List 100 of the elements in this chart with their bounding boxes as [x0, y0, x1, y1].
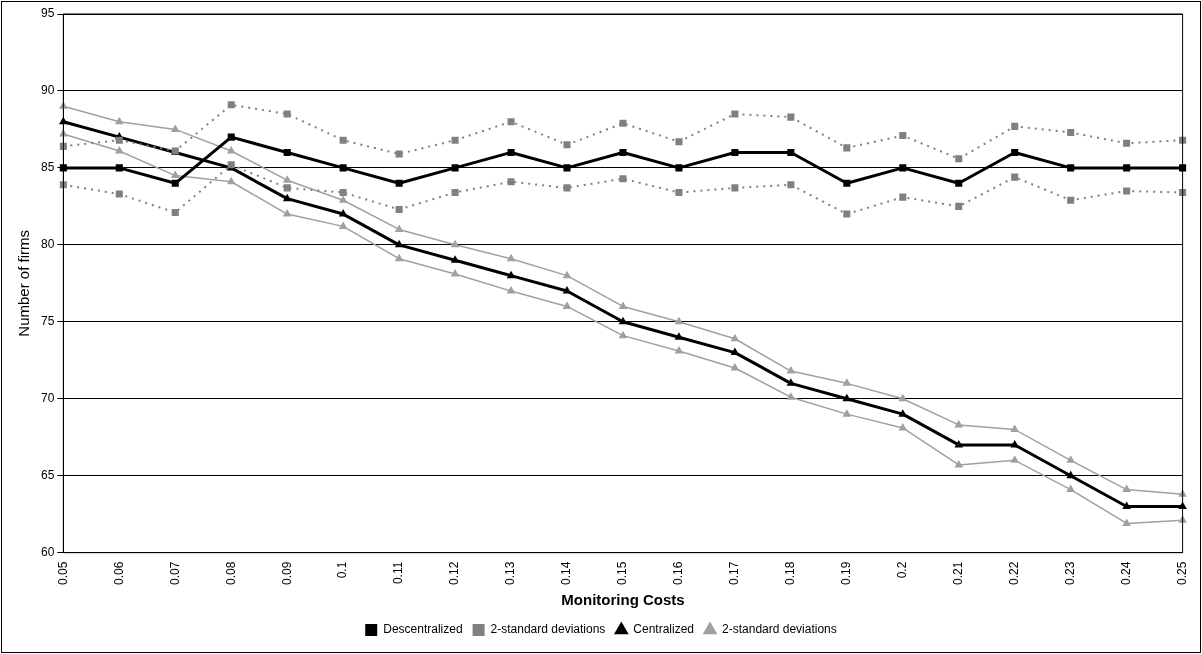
point	[394, 253, 404, 262]
point	[619, 148, 627, 157]
point	[283, 148, 291, 157]
point	[954, 439, 964, 448]
point	[395, 205, 403, 213]
point	[1123, 187, 1131, 195]
x-tick-label: 0.16	[671, 561, 686, 585]
point	[115, 136, 123, 144]
point	[507, 148, 515, 157]
point	[898, 393, 908, 402]
y-tick-label: 80	[40, 237, 55, 252]
point	[674, 332, 684, 340]
legend-label: 2-standard deviations	[722, 622, 837, 637]
x-axis-title: Monitoring Costs	[561, 591, 685, 609]
point	[451, 136, 459, 144]
y-tick-label: 85	[40, 160, 55, 175]
point	[843, 144, 851, 152]
y-tick-label: 95	[40, 6, 55, 21]
point	[338, 209, 348, 217]
point	[450, 239, 460, 248]
point	[619, 119, 627, 127]
x-tick-label: 0.07	[167, 561, 182, 585]
point	[618, 330, 628, 339]
point	[674, 346, 684, 354]
x-tick-label: 0.15	[615, 561, 630, 585]
point	[563, 141, 571, 149]
point	[1010, 455, 1020, 463]
point	[507, 178, 515, 186]
point	[1010, 424, 1020, 433]
point	[450, 269, 460, 277]
point	[674, 316, 684, 325]
legend-label: Descentralized	[383, 622, 463, 637]
point	[227, 101, 235, 109]
point	[786, 392, 796, 400]
point	[506, 270, 516, 279]
point	[955, 155, 963, 163]
point	[171, 179, 179, 187]
x-tick-label: 0.09	[279, 561, 294, 585]
point	[59, 129, 68, 137]
point	[618, 316, 628, 325]
point	[955, 179, 963, 187]
point	[563, 164, 571, 172]
point	[506, 253, 516, 262]
x-tick-label: 0.11	[391, 561, 406, 585]
point	[395, 179, 403, 187]
point	[1066, 484, 1076, 493]
point	[115, 164, 123, 172]
point	[842, 393, 852, 402]
point	[843, 179, 851, 187]
point	[675, 138, 683, 146]
x-tick-label: 0.24	[1118, 561, 1133, 585]
point	[226, 176, 236, 185]
point	[562, 301, 572, 309]
point	[563, 184, 571, 192]
x-tick-label: 0.21	[951, 561, 966, 585]
point	[842, 378, 852, 386]
point	[898, 422, 908, 431]
point	[618, 301, 628, 309]
point	[899, 132, 907, 140]
point	[451, 188, 459, 197]
legend-label: 2-standard deviations	[490, 622, 606, 637]
point	[226, 145, 236, 154]
x-tick-label: 0.17	[727, 561, 742, 585]
point	[562, 286, 572, 294]
x-tick-label: 0.12	[447, 561, 462, 585]
y-tick-label: 60	[40, 544, 55, 559]
point	[787, 181, 795, 189]
point	[1122, 518, 1131, 526]
y-tick-label: 65	[40, 468, 55, 483]
point	[1011, 173, 1019, 181]
point	[899, 193, 907, 201]
point	[1123, 164, 1131, 172]
point	[338, 195, 348, 203]
y-tick-label: 75	[40, 314, 55, 329]
x-tick-label: 0.14	[559, 561, 574, 585]
x-tick-label: 0.19	[839, 561, 854, 585]
point	[170, 124, 180, 132]
point	[1011, 148, 1019, 157]
point	[843, 210, 851, 218]
y-tick-label: 90	[40, 83, 55, 98]
point	[562, 270, 572, 279]
x-tick-label: 0.25	[1174, 561, 1189, 585]
point	[731, 110, 739, 118]
point	[114, 116, 124, 125]
point	[619, 175, 627, 183]
point	[339, 136, 347, 144]
point	[1067, 128, 1075, 137]
x-tick-label: 0.23	[1062, 561, 1077, 585]
point	[731, 184, 739, 192]
point	[506, 286, 516, 294]
x-tick-label: 0.22	[1007, 561, 1022, 585]
point	[1122, 484, 1131, 493]
x-tick-label: 0.08	[223, 561, 238, 585]
point	[283, 110, 291, 118]
point	[899, 164, 907, 172]
y-tick-label: 70	[40, 391, 55, 406]
point	[1122, 501, 1131, 509]
point	[954, 419, 964, 428]
x-tick-label: 0.05	[55, 561, 70, 585]
point	[338, 221, 348, 229]
